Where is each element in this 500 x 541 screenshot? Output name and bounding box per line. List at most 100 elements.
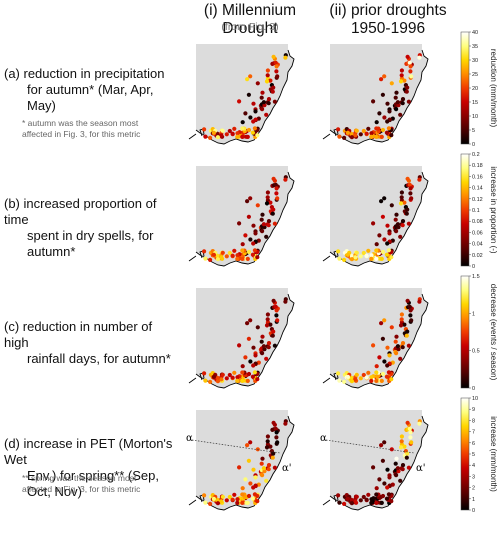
station-point [371,99,376,104]
station-point [224,132,229,137]
station-point [385,223,390,228]
colorbar-tick-label: 0.08 [472,219,483,225]
station-point [211,130,216,135]
station-point [215,375,220,380]
station-point [385,101,390,106]
station-point [251,101,256,106]
station-point [408,64,413,69]
station-point [202,249,207,254]
station-point [374,500,379,505]
land-area [330,288,428,388]
colorbar-tick-label: 1 [472,497,475,503]
station-point [240,126,245,131]
station-point [345,374,350,379]
station-point [265,195,270,200]
row-label-b: (b) increased proportion of time spent i… [4,196,174,260]
station-point [260,212,265,217]
station-point [380,127,386,133]
coastline [195,293,295,389]
station-point [342,257,347,262]
station-point [235,256,240,261]
map-panel-a-millennium [188,44,295,145]
station-point [409,74,414,79]
station-point [393,339,398,344]
station-point [382,318,387,323]
station-point [275,196,280,201]
station-point [409,318,414,323]
station-point [399,312,404,317]
station-point [265,317,270,322]
station-point [230,253,235,258]
station-point [271,451,276,456]
station-point [252,126,257,131]
station-point [408,69,413,74]
station-point [337,378,342,383]
station-point [248,440,253,445]
station-point [349,253,354,258]
station-point [371,343,376,348]
station-point [342,501,347,506]
station-point [264,112,269,117]
column-subtitle-millennium: (from Fig. 3) [221,21,279,33]
station-point [385,241,390,246]
station-point [219,499,224,504]
station-point [382,359,387,364]
station-point [404,89,409,94]
station-point [240,256,245,261]
station-point [250,252,255,257]
station-point [405,298,410,303]
station-point [251,363,256,368]
station-point [374,364,379,369]
column-title-prior: (ii) prior droughts 1950-1996 [318,2,458,38]
station-point [253,353,258,358]
row-label-b-line1: (b) increased proportion of time [4,196,157,227]
station-point [395,100,400,105]
station-point [364,253,369,258]
station-point [377,111,382,116]
station-point [237,221,242,226]
station-point [337,500,342,505]
station-point [379,256,384,261]
station-point [384,252,389,257]
station-point [265,73,270,78]
station-point [240,500,245,505]
station-point [406,221,411,226]
coastline-inlet [322,128,339,140]
station-point [215,131,220,136]
station-point [389,133,394,138]
station-point [354,494,359,499]
station-point [402,78,407,83]
station-point [272,343,277,348]
colorbar-tick-label: 15 [472,100,478,106]
station-point [394,334,399,339]
station-point [273,426,278,431]
station-point [208,379,213,384]
station-point [399,190,404,195]
colorbar-tick-label: 3 [472,474,475,480]
station-point [253,231,258,236]
station-point [215,253,220,258]
station-point [235,375,240,380]
station-point [358,132,363,137]
column-title-millennium: (i) Millennium Drought [203,2,297,37]
colorbar-tick-label: 10 [472,114,478,120]
station-point [353,133,358,138]
station-point [219,255,224,260]
row-label-d: (d) increase in PET (Morton's Wet Env.) … [4,436,174,500]
station-point [385,345,390,350]
station-point [260,456,265,461]
station-point [266,97,272,102]
station-point [374,134,379,139]
colorbar-tick-label: 2 [472,486,475,492]
station-point [371,221,376,226]
station-point [260,90,265,95]
row-label-c-line1: (c) reduction in number of high [4,319,153,350]
station-point [374,370,379,375]
station-point [271,420,276,425]
station-point [271,85,276,90]
station-point [369,378,374,383]
station-point [272,465,277,470]
station-point [266,341,272,346]
station-point [268,78,273,83]
row-note-d-line1: ** spring was the season most [22,473,137,483]
